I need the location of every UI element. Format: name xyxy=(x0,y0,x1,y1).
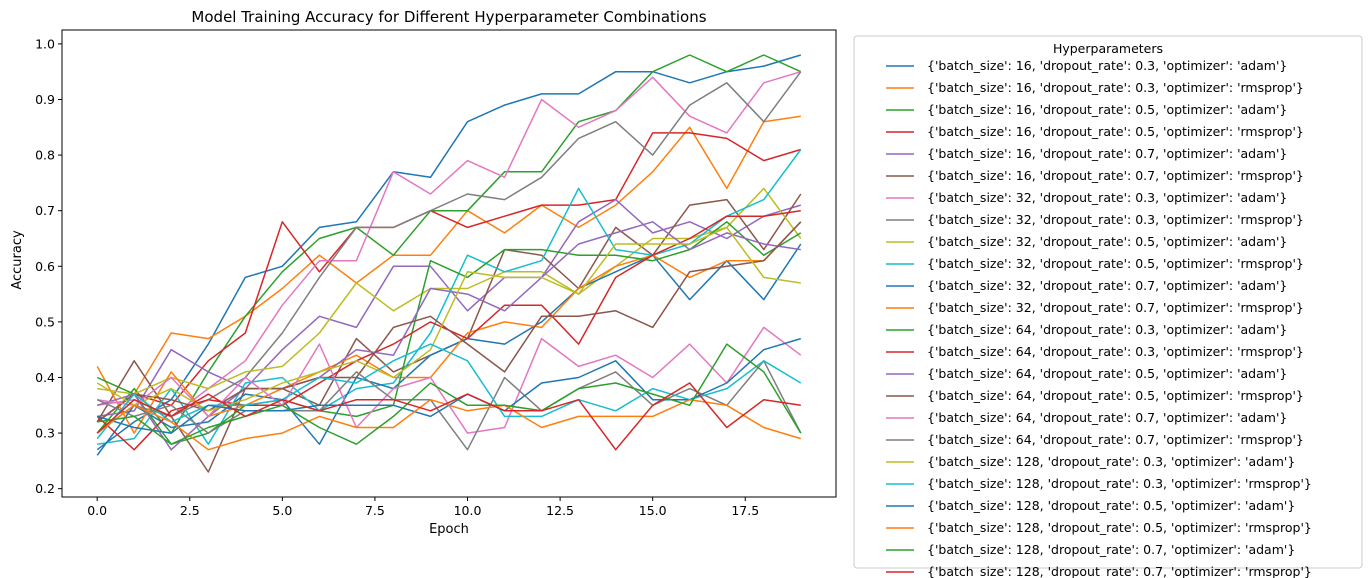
series-line-10 xyxy=(96,243,802,456)
legend-label-17: {'batch_size': 64, 'dropout_rate': 0.7, … xyxy=(927,432,1304,447)
y-axis-ticks: 0.2 0.3 0.4 0.5 0.6 0.7 0.8 0.9 1.0 xyxy=(35,36,62,496)
y-tick-label: 1.0 xyxy=(35,36,55,51)
legend-label-15: {'batch_size': 64, 'dropout_rate': 0.5, … xyxy=(927,388,1304,403)
series-line-8 xyxy=(97,187,802,395)
x-tick-label: 10.0 xyxy=(454,503,482,518)
series-line-11 xyxy=(96,221,802,434)
series-line-15 xyxy=(96,221,802,423)
legend-title: Hyperparameters xyxy=(1053,41,1163,56)
y-tick-label: 0.2 xyxy=(35,481,55,496)
series-line-18 xyxy=(96,226,801,412)
series-line-21 xyxy=(96,398,802,451)
series-line-0 xyxy=(96,54,802,451)
legend-label-10: {'batch_size': 32, 'dropout_rate': 0.7, … xyxy=(927,278,1287,293)
series-line-3 xyxy=(96,132,802,423)
legend-label-21: {'batch_size': 128, 'dropout_rate': 0.5,… xyxy=(927,520,1312,535)
legend-label-7: {'batch_size': 32, 'dropout_rate': 0.3, … xyxy=(927,212,1304,227)
x-axis-ticks: 0.0 2.5 5.0 7.5 10.0 12.5 15.0 17.5 xyxy=(87,497,759,518)
series-line-7 xyxy=(96,71,802,434)
series-line-1 xyxy=(96,115,801,423)
legend-items: {'batch_size': 16, 'dropout_rate': 0.3, … xyxy=(886,58,1312,578)
series-line-6 xyxy=(97,70,802,418)
legend-label-23: {'batch_size': 128, 'dropout_rate': 0.7,… xyxy=(927,564,1312,578)
legend-label-11: {'batch_size': 32, 'dropout_rate': 0.7, … xyxy=(927,300,1304,315)
legend-label-0: {'batch_size': 16, 'dropout_rate': 0.3, … xyxy=(927,58,1287,73)
y-axis-label: Accuracy xyxy=(10,230,25,290)
y-tick-label: 0.9 xyxy=(35,92,55,107)
series-line-23 xyxy=(96,382,801,451)
series-line-19 xyxy=(96,343,802,440)
legend-label-5: {'batch_size': 16, 'dropout_rate': 0.7, … xyxy=(927,168,1304,183)
legend-label-19: {'batch_size': 128, 'dropout_rate': 0.3,… xyxy=(927,476,1312,491)
legend-label-12: {'batch_size': 64, 'dropout_rate': 0.3, … xyxy=(927,322,1287,337)
plot-lines xyxy=(96,54,802,473)
legend-label-4: {'batch_size': 16, 'dropout_rate': 0.7, … xyxy=(927,146,1287,161)
series-line-2 xyxy=(96,54,802,434)
plot-frame xyxy=(61,29,837,498)
legend-label-1: {'batch_size': 16, 'dropout_rate': 0.3, … xyxy=(927,80,1304,95)
series-line-14 xyxy=(96,221,801,451)
legend: Hyperparameters {'batch_size': 16, 'drop… xyxy=(853,35,1363,578)
legend-label-3: {'batch_size': 16, 'dropout_rate': 0.5, … xyxy=(927,124,1304,139)
y-tick-label: 0.5 xyxy=(35,314,55,329)
x-tick-label: 5.0 xyxy=(272,503,292,518)
x-axis-label: Epoch xyxy=(429,522,469,537)
legend-label-8: {'batch_size': 32, 'dropout_rate': 0.5, … xyxy=(927,234,1287,249)
x-tick-label: 12.5 xyxy=(546,503,574,518)
legend-label-16: {'batch_size': 64, 'dropout_rate': 0.7, … xyxy=(927,410,1287,425)
legend-label-6: {'batch_size': 32, 'dropout_rate': 0.3, … xyxy=(927,190,1287,205)
y-tick-label: 0.3 xyxy=(35,426,55,441)
x-tick-label: 15.0 xyxy=(639,503,667,518)
legend-label-22: {'batch_size': 128, 'dropout_rate': 0.7,… xyxy=(927,542,1295,557)
legend-label-20: {'batch_size': 128, 'dropout_rate': 0.5,… xyxy=(927,498,1295,513)
legend-label-18: {'batch_size': 128, 'dropout_rate': 0.3,… xyxy=(927,454,1295,469)
chart-title: Model Training Accuracy for Different Hy… xyxy=(191,8,706,26)
series-line-17 xyxy=(96,360,802,451)
x-tick-label: 7.5 xyxy=(365,503,385,518)
legend-label-13: {'batch_size': 64, 'dropout_rate': 0.3, … xyxy=(927,344,1304,359)
y-tick-label: 0.4 xyxy=(35,370,55,385)
series-line-12 xyxy=(96,221,802,445)
legend-label-14: {'batch_size': 64, 'dropout_rate': 0.5, … xyxy=(927,366,1287,381)
x-tick-label: 0.0 xyxy=(87,503,107,518)
y-tick-label: 0.7 xyxy=(35,203,55,218)
legend-label-2: {'batch_size': 16, 'dropout_rate': 0.5, … xyxy=(927,102,1287,117)
legend-box xyxy=(853,35,1363,569)
y-tick-label: 0.6 xyxy=(35,259,55,274)
y-tick-label: 0.8 xyxy=(35,148,55,163)
series-line-22 xyxy=(97,343,802,445)
x-tick-label: 17.5 xyxy=(731,503,759,518)
legend-label-9: {'batch_size': 32, 'dropout_rate': 0.5, … xyxy=(927,256,1304,271)
x-tick-label: 2.5 xyxy=(180,503,200,518)
